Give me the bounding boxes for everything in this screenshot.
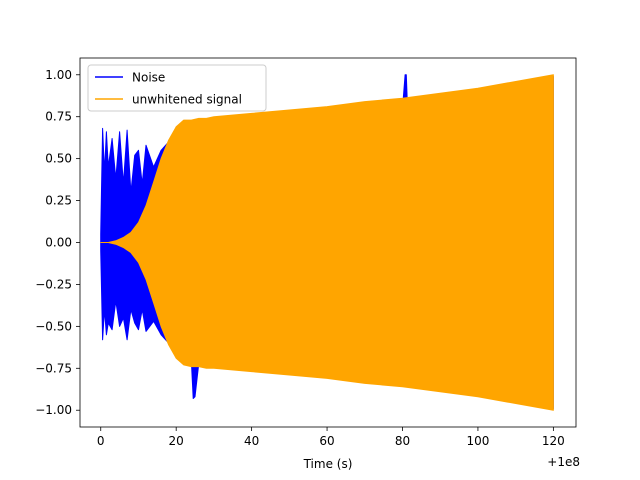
x-tick-label: 20 xyxy=(169,434,184,448)
legend: Noise unwhitened signal xyxy=(87,64,267,112)
x-tick-label: 120 xyxy=(542,434,565,448)
x-axis-offset-label: +1e8 xyxy=(547,455,580,469)
y-tick-label: 0.25 xyxy=(45,194,72,208)
y-tick-label: 1.00 xyxy=(45,68,72,82)
x-tick-label: 40 xyxy=(244,434,259,448)
legend-box xyxy=(87,64,267,112)
y-tick-label: −0.50 xyxy=(35,319,72,333)
x-tick-label: 0 xyxy=(97,434,105,448)
x-axis-label: Time (s) xyxy=(303,457,353,471)
series-1-envelope xyxy=(100,74,554,411)
y-tick-label: −0.25 xyxy=(35,277,72,291)
x-tick-label: 60 xyxy=(319,434,334,448)
y-tick-label: 0.00 xyxy=(45,236,72,250)
y-axis: −1.00 −0.75 −0.50 −0.25 0.00 0.25 0.50 0.75 1.00 xyxy=(35,68,80,417)
plot-area xyxy=(100,74,554,411)
y-tick-label: −1.00 xyxy=(35,403,72,417)
legend-label-1: unwhitened signal xyxy=(132,93,242,107)
y-tick-label: −0.75 xyxy=(35,361,72,375)
x-tick-label: 80 xyxy=(395,434,410,448)
x-tick-label: 100 xyxy=(466,434,489,448)
x-axis: 0 20 40 60 80 100 120 xyxy=(97,427,565,448)
y-tick-label: 0.50 xyxy=(45,152,72,166)
legend-label-0: Noise xyxy=(132,71,165,85)
y-tick-label: 0.75 xyxy=(45,110,72,124)
